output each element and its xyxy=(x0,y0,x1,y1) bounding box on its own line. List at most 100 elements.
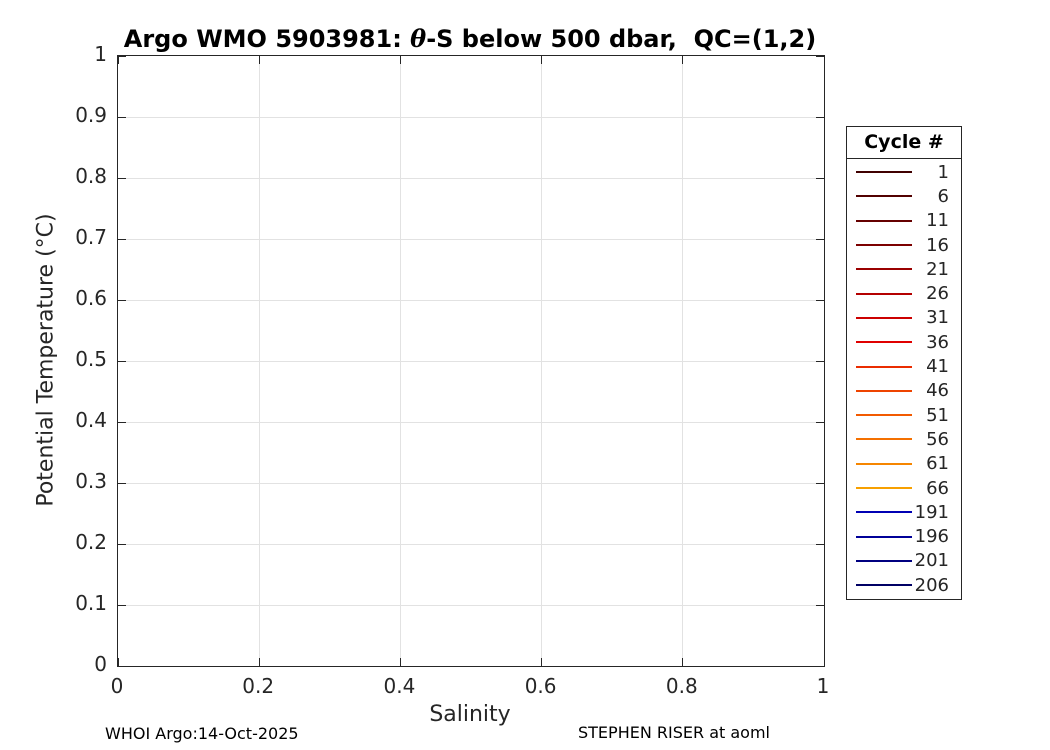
y-tick-label: 0.3 xyxy=(75,469,107,493)
grid-line-vertical xyxy=(258,56,260,666)
y-tick-mark xyxy=(118,360,126,362)
x-tick-mark xyxy=(682,56,684,64)
y-tick-mark xyxy=(816,421,824,423)
legend-item: 61 xyxy=(847,452,961,476)
y-tick-label: 0.4 xyxy=(75,408,107,432)
legend-line-swatch xyxy=(856,487,912,489)
legend-line-swatch xyxy=(856,316,912,319)
y-tick-mark xyxy=(118,421,126,423)
x-tick-mark xyxy=(117,658,119,666)
legend-line-swatch xyxy=(856,244,912,247)
y-tick-label: 0.9 xyxy=(75,103,107,127)
x-tick-label: 0 xyxy=(110,674,124,698)
legend-line-swatch xyxy=(856,584,912,587)
x-tick-mark xyxy=(541,56,543,64)
legend-line-swatch xyxy=(856,219,912,222)
legend-item: 16 xyxy=(847,233,961,257)
x-tick-label: 0.2 xyxy=(242,674,275,698)
y-tick-mark xyxy=(118,543,126,545)
legend-item-label: 66 xyxy=(926,477,949,499)
x-tick-mark xyxy=(117,56,119,64)
legend-item: 26 xyxy=(847,281,961,305)
x-tick-mark xyxy=(541,658,543,666)
grid-line-vertical xyxy=(541,56,543,666)
legend-item: 36 xyxy=(847,330,961,354)
y-tick-label: 0.7 xyxy=(75,225,107,249)
y-tick-label: 0.5 xyxy=(75,347,107,371)
y-tick-label: 0.1 xyxy=(75,591,107,615)
legend-line-swatch xyxy=(856,414,912,417)
legend-item-label: 6 xyxy=(937,185,949,207)
legend-item: 206 xyxy=(847,573,961,597)
y-tick-mark xyxy=(118,116,126,118)
legend-item: 201 xyxy=(847,549,961,573)
x-tick-mark xyxy=(399,658,401,666)
legend-item: 31 xyxy=(847,306,961,330)
x-tick-mark xyxy=(258,658,260,666)
legend-line-swatch xyxy=(856,389,912,392)
footer-left: WHOI Argo:14-Oct-2025 xyxy=(105,724,299,743)
legend-item: 51 xyxy=(847,403,961,427)
legend-body: 1 6 11 16 21 26 31 36 41 46 51 56 61 66 191 196 201 206 xyxy=(847,159,961,599)
y-tick-mark xyxy=(816,238,824,240)
legend-item-label: 206 xyxy=(914,574,949,596)
y-tick-label: 1 xyxy=(94,42,107,66)
y-tick-mark xyxy=(816,360,824,362)
y-tick-mark xyxy=(118,482,126,484)
y-tick-mark xyxy=(118,665,126,667)
legend-line-swatch xyxy=(856,438,912,441)
legend-line-swatch xyxy=(856,171,912,174)
legend-item-label: 31 xyxy=(926,307,949,329)
legend-item-label: 61 xyxy=(926,453,949,475)
y-tick-label: 0 xyxy=(94,652,107,676)
legend: Cycle # 1 6 11 16 21 26 31 36 41 46 51 56 61 66 191 196… xyxy=(846,126,962,601)
legend-item: 66 xyxy=(847,476,961,500)
legend-item-label: 36 xyxy=(926,331,949,353)
legend-line-swatch xyxy=(856,292,912,295)
legend-item: 6 xyxy=(847,184,961,208)
x-tick-label: 1 xyxy=(816,674,830,698)
y-tick-mark xyxy=(118,604,126,606)
legend-title: Cycle # xyxy=(847,127,961,159)
footer-right: STEPHEN RISER at aoml xyxy=(578,723,770,742)
y-tick-mark xyxy=(816,543,824,545)
legend-line-swatch xyxy=(856,365,912,368)
y-tick-mark xyxy=(816,604,824,606)
legend-item-label: 11 xyxy=(926,210,949,232)
grid-line-horizontal xyxy=(118,238,824,240)
x-tick-mark xyxy=(258,56,260,64)
chart-title-prefix: Argo WMO 5903981: xyxy=(123,25,411,53)
legend-line-swatch xyxy=(856,462,912,465)
y-tick-mark xyxy=(816,299,824,301)
x-tick-mark xyxy=(399,56,401,64)
legend-item: 46 xyxy=(847,379,961,403)
y-tick-mark xyxy=(118,55,126,57)
legend-item: 56 xyxy=(847,427,961,451)
grid-line-vertical xyxy=(399,56,401,666)
legend-item-label: 201 xyxy=(914,550,949,572)
grid-line-horizontal xyxy=(118,482,824,484)
legend-item: 191 xyxy=(847,500,961,524)
y-tick-mark xyxy=(816,665,824,667)
legend-item: 1 xyxy=(847,160,961,184)
legend-item-label: 26 xyxy=(926,283,949,305)
grid-line-horizontal xyxy=(118,421,824,423)
legend-item-label: 21 xyxy=(926,258,949,280)
y-tick-mark xyxy=(118,299,126,301)
chart-title-suffix: -S below 500 dbar, QC=(1,2) xyxy=(426,25,817,53)
y-tick-label: 0.8 xyxy=(75,164,107,188)
legend-line-swatch xyxy=(856,511,912,514)
legend-item: 21 xyxy=(847,257,961,281)
y-tick-mark xyxy=(118,177,126,179)
legend-item-label: 196 xyxy=(914,526,949,548)
legend-item-label: 51 xyxy=(926,404,949,426)
x-tick-mark xyxy=(823,658,825,666)
y-tick-mark xyxy=(816,116,824,118)
y-tick-label: 0.6 xyxy=(75,286,107,310)
x-tick-mark xyxy=(682,658,684,666)
legend-item-label: 1 xyxy=(937,161,949,183)
grid-line-horizontal xyxy=(118,604,824,606)
legend-item: 11 xyxy=(847,209,961,233)
chart-title: Argo WMO 5903981: θ-S below 500 dbar, QC… xyxy=(117,24,823,53)
